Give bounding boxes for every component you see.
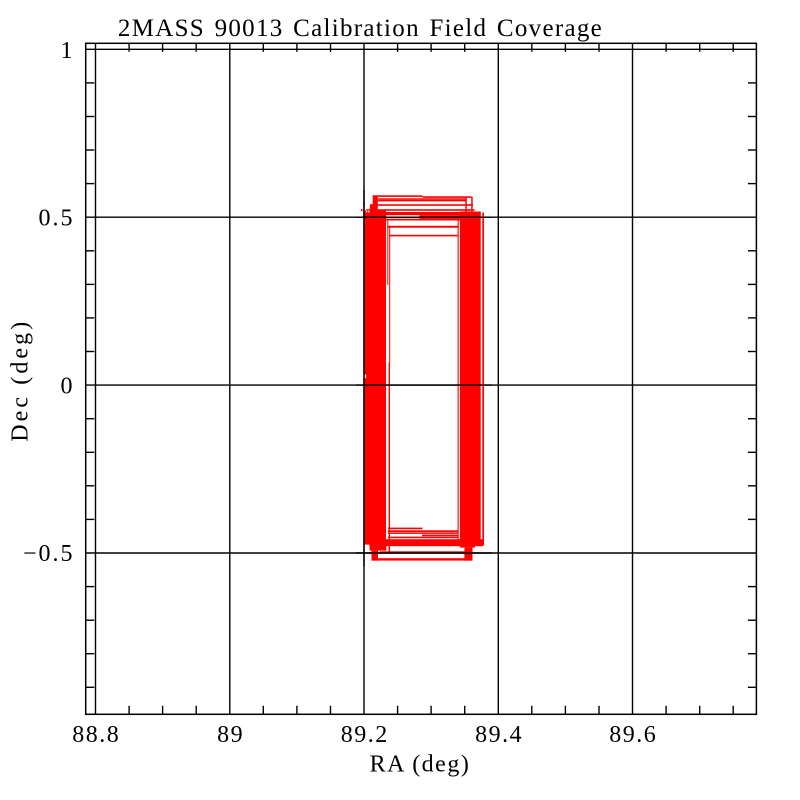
svg-text:89.2: 89.2: [341, 722, 389, 748]
svg-text:0: 0: [61, 373, 75, 399]
svg-text:Dec (deg): Dec (deg): [7, 319, 33, 442]
svg-text:1: 1: [61, 38, 75, 64]
svg-text:89.6: 89.6: [609, 722, 657, 748]
svg-text:0.5: 0.5: [39, 206, 75, 232]
svg-text:2MASS 90013 Calibration Field: 2MASS 90013 Calibration Field Coverage: [118, 15, 603, 42]
svg-text:89.4: 89.4: [475, 722, 523, 748]
svg-text:RA (deg): RA (deg): [370, 752, 471, 778]
svg-text:89: 89: [217, 722, 244, 748]
svg-text:88.8: 88.8: [72, 722, 120, 748]
svg-text:−0.5: −0.5: [23, 541, 75, 567]
